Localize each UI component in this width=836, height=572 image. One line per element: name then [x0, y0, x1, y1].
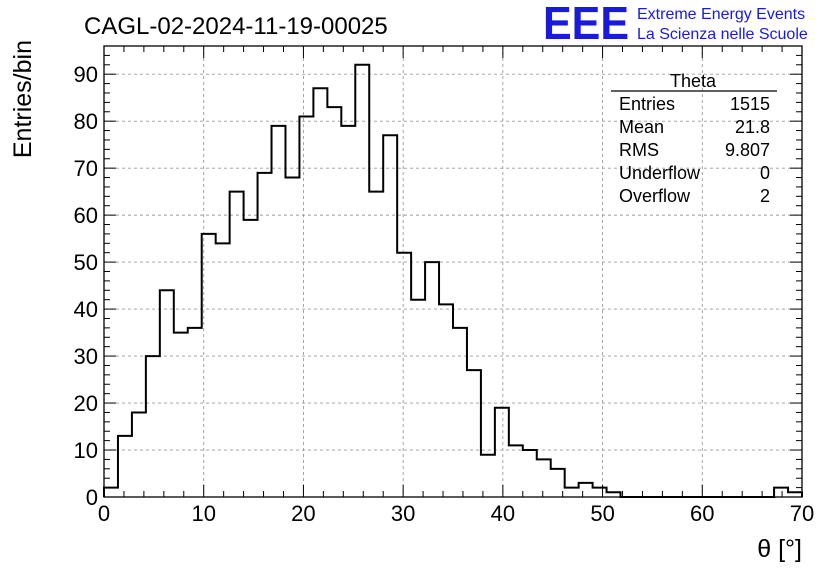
histogram-bin [327, 107, 341, 497]
histogram-bin [104, 488, 118, 497]
x-tick-label: 10 [191, 501, 215, 526]
y-tick-label: 20 [74, 391, 98, 416]
stats-label: Mean [619, 117, 664, 137]
histogram-bin [383, 135, 397, 497]
stats-label: Overflow [619, 186, 691, 206]
stats-rows: Entries 1515 Mean 21.8 RMS 9.807 Underflow 0 Ove… [619, 94, 770, 206]
histogram-bin [299, 116, 313, 497]
y-axis-label: Entries/bin [9, 40, 37, 158]
y-tick-label: 10 [74, 438, 98, 463]
y-tick-label: 80 [74, 109, 98, 134]
histogram-bin [244, 220, 258, 497]
stats-title: Theta [670, 71, 717, 91]
histogram-bin [509, 445, 523, 497]
histogram-bin [160, 290, 174, 497]
x-tick-label: 40 [491, 501, 515, 526]
histogram-bin [132, 412, 146, 497]
x-tick-label: 60 [690, 501, 714, 526]
histogram-bin [230, 192, 244, 497]
histogram-bin [774, 488, 788, 497]
histogram-bin [285, 178, 299, 497]
histogram-bin [481, 455, 495, 497]
stats-value: 2 [760, 186, 770, 206]
histogram-bin [202, 234, 216, 497]
x-tick-label: 50 [590, 501, 614, 526]
y-tick-label: 30 [74, 344, 98, 369]
logo-line-1: Extreme Energy Events [637, 6, 805, 23]
y-tick-label: 50 [74, 250, 98, 275]
y-tick-label: 0 [86, 485, 98, 510]
histogram-bins [103, 63, 803, 498]
histogram-bin [495, 408, 509, 497]
histogram-bin [341, 126, 355, 497]
histogram-bin [174, 333, 188, 497]
stats-box: Theta Entries 1515 Mean 21.8 RMS 9.807 Underfl… [611, 71, 777, 206]
histogram-bin [397, 253, 411, 497]
histogram-bin [272, 126, 286, 497]
y-tick-label: 90 [74, 62, 98, 87]
histogram-bin [355, 65, 369, 497]
stats-label: Underflow [619, 163, 701, 183]
y-tick-label: 60 [74, 203, 98, 228]
stats-label: RMS [619, 140, 659, 160]
y-tick-label: 40 [74, 297, 98, 322]
histogram-bin [565, 488, 579, 497]
histogram-bin [146, 356, 160, 497]
histogram-bin [118, 436, 132, 497]
histogram-bin [188, 328, 202, 497]
histogram-bin [439, 304, 453, 497]
stats-value: 9.807 [725, 140, 770, 160]
stats-label: Entries [619, 94, 675, 114]
histogram-bin [579, 483, 593, 497]
x-tick-label: 0 [98, 501, 110, 526]
axis-ticks [103, 45, 803, 498]
stats-value: 0 [760, 163, 770, 183]
y-tick-label: 70 [74, 156, 98, 181]
histogram-bin [551, 469, 565, 497]
histogram-bin [453, 328, 467, 497]
histogram-bin [258, 173, 272, 497]
histogram-bin [369, 192, 383, 497]
histogram-bin [216, 243, 230, 497]
histogram-bin [411, 300, 425, 497]
chart-title: CAGL-02-2024-11-19-00025 [84, 13, 388, 40]
histogram-bin [537, 459, 551, 497]
logo: EEE Extreme Energy Events La Scienza nel… [543, 0, 808, 49]
histogram-bin [313, 88, 327, 497]
stats-value: 21.8 [735, 117, 770, 137]
x-axis-label: θ [°] [757, 535, 802, 563]
histogram-bin [593, 488, 607, 497]
logo-line-2: La Scienza nelle Scuole [637, 26, 808, 43]
x-tick-label: 20 [291, 501, 315, 526]
x-tick-label: 70 [790, 501, 814, 526]
x-tick-label: 30 [391, 501, 415, 526]
stats-value: 1515 [730, 94, 770, 114]
eee-logo-mark: EEE [543, 0, 629, 49]
plot-frame [103, 45, 803, 498]
histogram-bin [425, 262, 439, 497]
histogram-bin [467, 370, 481, 497]
histogram-bin [523, 450, 537, 497]
